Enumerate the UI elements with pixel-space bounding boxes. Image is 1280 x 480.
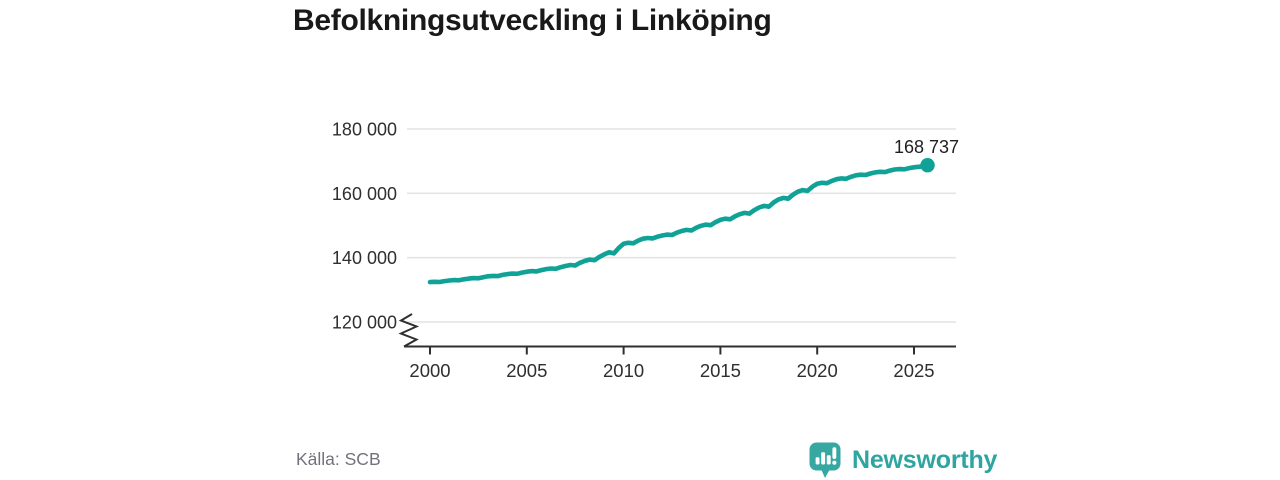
newsworthy-logo: Newsworthy	[808, 441, 997, 479]
x-tick-label: 2020	[797, 360, 838, 381]
y-tick-label: 140 000	[332, 248, 397, 268]
newsworthy-icon	[809, 442, 841, 478]
population-line	[427, 162, 930, 285]
newsworthy-wordmark: Newsworthy	[852, 445, 998, 474]
y-tick-label: 120 000	[332, 313, 397, 333]
axis-break-icon	[398, 313, 420, 348]
x-tick-label: 2010	[603, 360, 644, 381]
x-tick-label: 2025	[893, 360, 934, 381]
endpoint-value-label: 168 737	[894, 137, 959, 157]
x-tick-label: 2015	[700, 360, 741, 381]
endpoint-dot	[920, 158, 935, 173]
source-label: Källa: SCB	[296, 449, 381, 469]
y-tick-label: 160 000	[332, 184, 397, 204]
x-tick-label: 2000	[409, 360, 450, 381]
chart-title: Befolkningsutveckling i Linköping	[293, 4, 772, 37]
y-tick-label: 180 000	[332, 120, 397, 140]
x-tick-label: 2005	[506, 360, 547, 381]
